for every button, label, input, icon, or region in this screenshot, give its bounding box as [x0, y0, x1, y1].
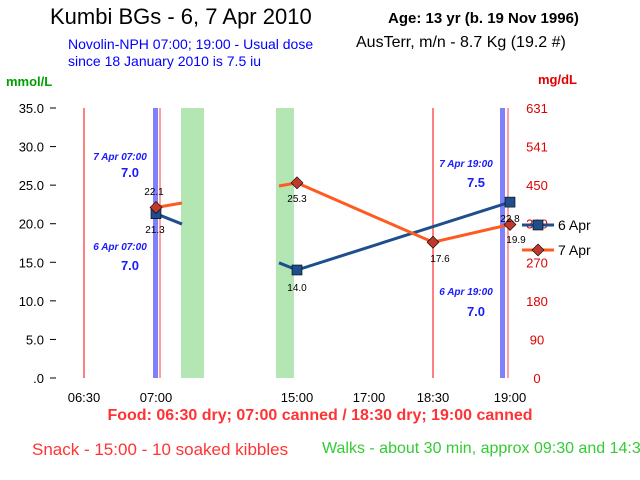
nph-dose-line — [153, 108, 158, 378]
y-tick-label-left: 25.0 — [19, 178, 44, 193]
activity-band — [276, 108, 294, 378]
activity-band — [181, 108, 204, 378]
food-note: Food: 06:30 dry; 07:00 canned / 18:30 dr… — [107, 407, 533, 424]
legend-label-7apr: 7 Apr — [558, 242, 591, 258]
data-point-6apr — [291, 264, 303, 276]
series-line-6apr — [296, 200, 511, 272]
age-label: Age: 13 yr (b. 19 Nov 1996) — [388, 10, 579, 27]
y-tick-label-left: 35.0 — [19, 101, 44, 116]
right-axis-label: mg/dL — [538, 72, 577, 87]
walks-note: Walks - about 30 min, approx 09:30 and 1… — [322, 440, 640, 457]
data-point-7apr — [290, 176, 304, 190]
data-label: 17.6 — [430, 254, 450, 265]
y-tick-label-left: 15.0 — [19, 255, 44, 270]
weight-label: AusTerr, m/n - 8.7 Kg (19.2 #) — [356, 34, 566, 51]
y-tick-label-right: 270 — [526, 255, 548, 270]
left-axis-label: mmol/L — [6, 74, 53, 89]
y-tick-label-left: 30.0 — [19, 140, 44, 155]
data-point-6apr — [504, 196, 516, 208]
y-tick-label-right: 0 — [533, 371, 540, 386]
data-label: 22.8 — [500, 214, 520, 225]
y-tick-label-right: 90 — [530, 332, 544, 347]
y-tick-label-right: 541 — [526, 140, 548, 155]
dose-date-label: 6 Apr 07:00 — [93, 242, 147, 253]
x-tick-label: 07:00 — [140, 390, 173, 405]
legend-marker-6apr — [532, 219, 544, 231]
dose-date-label: 7 Apr 07:00 — [93, 152, 147, 163]
y-tick-label-left: .0 — [33, 371, 44, 386]
dose-note-line1: Novolin-NPH 07:00; 19:00 - Usual dose — [68, 36, 314, 52]
dose-date-label: 6 Apr 19:00 — [439, 287, 493, 298]
chart-title: Kumbi BGs - 6, 7 Apr 2010 — [50, 4, 312, 29]
snack-note: Snack - 15:00 - 10 soaked kibbles — [32, 440, 289, 459]
dose-value-label: 7.0 — [121, 165, 139, 180]
x-tick-label: 17:00 — [353, 390, 386, 405]
dose-date-label: 7 Apr 19:00 — [439, 159, 493, 170]
dose-value-label: 7.0 — [121, 258, 139, 273]
data-point-7apr — [149, 201, 163, 214]
y-tick-label-right: 180 — [526, 294, 548, 309]
data-point-7apr — [426, 235, 440, 249]
x-tick-label: 19:00 — [494, 390, 527, 405]
legend-marker-7apr — [531, 243, 545, 257]
y-tick-label-left: 10.0 — [19, 294, 44, 309]
data-label: 25.3 — [287, 194, 307, 205]
nph-dose-line — [500, 108, 505, 378]
y-tick-label-left: 20.0 — [19, 217, 44, 232]
data-point-7apr — [503, 218, 517, 231]
y-tick-label-right: 450 — [526, 178, 548, 193]
dose-value-label: 7.5 — [467, 175, 485, 190]
data-label: 22.1 — [144, 187, 164, 198]
dose-note-line2: since 18 January 2010 is 7.5 iu — [68, 53, 262, 69]
x-tick-label: 18:30 — [417, 390, 450, 405]
y-tick-label-left: 5.0 — [26, 332, 44, 347]
data-label: 19.9 — [506, 235, 526, 246]
dose-value-label: 7.0 — [467, 304, 485, 319]
y-tick-label-right: 631 — [526, 101, 548, 116]
data-label: 21.3 — [145, 225, 165, 236]
legend-label-6apr: 6 Apr — [558, 217, 591, 233]
data-label: 14.0 — [287, 283, 307, 294]
x-tick-label: 15:00 — [281, 390, 314, 405]
x-tick-label: 06:30 — [68, 390, 101, 405]
